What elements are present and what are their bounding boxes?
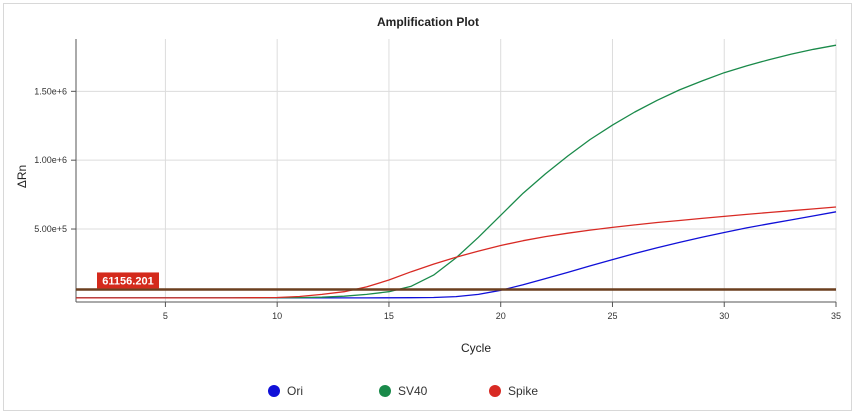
y-axis-label: ΔRn	[15, 165, 29, 188]
x-axis-label: Cycle	[461, 341, 491, 355]
series-line-ori	[76, 211, 837, 299]
legend-label-spike[interactable]: Spike	[508, 384, 538, 398]
x-tick-label: 10	[272, 311, 282, 321]
y-tick-label: 5.00e+5	[34, 224, 67, 234]
y-tick-label: 1.50e+6	[34, 86, 67, 96]
x-tick-label: 15	[384, 311, 394, 321]
series-line-sv40	[76, 44, 837, 299]
x-tick-label: 25	[607, 311, 617, 321]
series-line-spike	[76, 206, 837, 299]
amplification-plot-svg: Amplification Plot 5 10 15 20 25 30 35 5.00e+5 1.…	[15, 15, 841, 398]
y-tick-label: 1.00e+6	[34, 155, 67, 165]
legend-label-ori[interactable]: Ori	[287, 384, 303, 398]
x-tick-label: 35	[831, 311, 841, 321]
chart-container: Amplification Plot 5 10 15 20 25 30 35 5.00e+5 1.…	[3, 3, 852, 411]
x-tick-label: 5	[163, 311, 168, 321]
x-tick-label: 30	[719, 311, 729, 321]
chart-title: Amplification Plot	[377, 15, 479, 29]
legend-marker-sv40[interactable]	[379, 385, 391, 397]
legend-marker-ori[interactable]	[268, 385, 280, 397]
legend-marker-spike[interactable]	[489, 385, 501, 397]
x-tick-label: 20	[496, 311, 506, 321]
threshold-label-box	[97, 272, 159, 289]
threshold-label: 61156.201	[102, 275, 153, 287]
legend-label-sv40[interactable]: SV40	[398, 384, 428, 398]
